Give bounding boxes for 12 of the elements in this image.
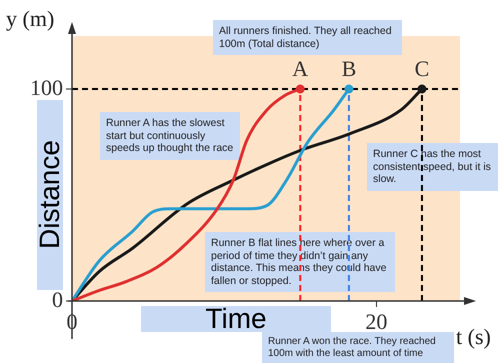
- y-axis-title: Distance: [34, 140, 65, 250]
- x-tick-label: 20: [365, 308, 388, 334]
- text: Runner A won the race. They reached 100m with the least amount of time: [268, 336, 436, 358]
- text: t (s): [456, 324, 491, 350]
- text: y (m): [6, 6, 54, 32]
- annotation: Runner A has the slowest start but continuously speeds up thought the race: [100, 112, 240, 160]
- annotation: All runners finished. They all reached 100m (Total distance): [213, 20, 402, 55]
- annotation: A: [292, 56, 308, 81]
- annotation: C: [414, 56, 430, 81]
- y-tick-label: 100: [30, 74, 63, 100]
- annotation: B: [342, 56, 356, 81]
- x-axis-title: Time: [141, 303, 331, 334]
